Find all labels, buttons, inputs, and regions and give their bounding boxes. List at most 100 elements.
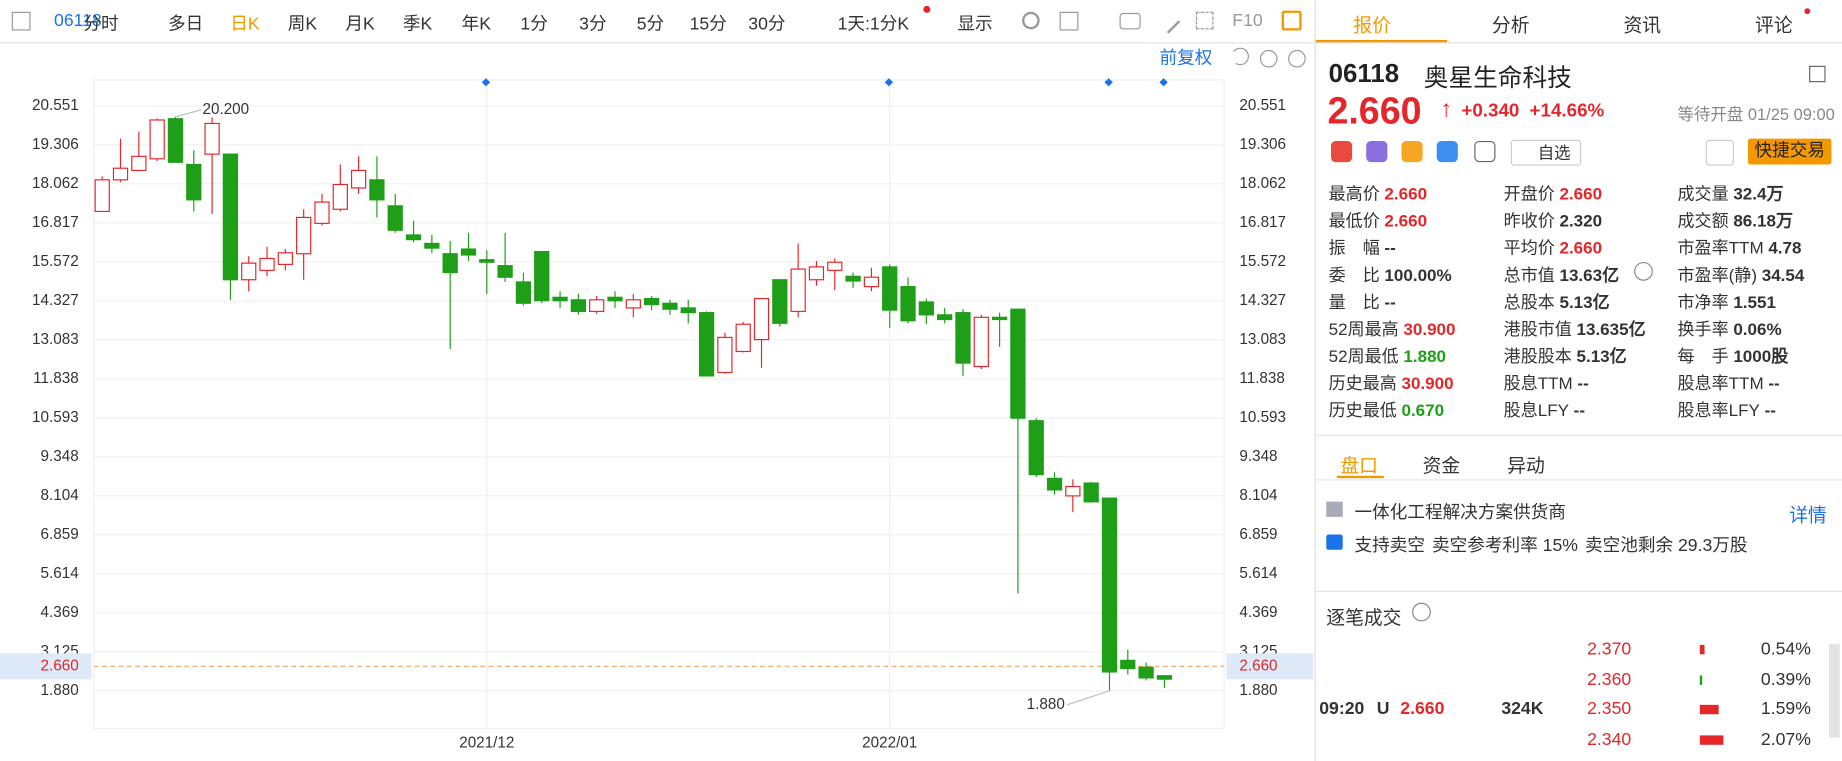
candle-body <box>772 279 788 324</box>
panel-tab[interactable]: 分析 <box>1491 16 1530 37</box>
info-icon[interactable] <box>1634 261 1653 281</box>
panel-tab[interactable]: 评论 <box>1755 16 1793 37</box>
sidebar-icon[interactable] <box>11 11 31 31</box>
y-tick-label: 13.083 <box>32 331 79 348</box>
trade-time: 09:20 <box>1319 698 1365 719</box>
stat-value: 100.00% <box>1384 266 1452 286</box>
hk-icon[interactable] <box>1330 140 1353 163</box>
period-tab[interactable]: 分时 <box>83 14 119 35</box>
level-price: 2.360 <box>1587 669 1632 689</box>
stat-label: 振 幅 <box>1328 239 1380 259</box>
stat-value: 0.670 <box>1401 401 1445 421</box>
y2-tick-label: 8.104 <box>1239 487 1278 504</box>
stat-label: 港股股本 <box>1503 347 1572 367</box>
stat-item: 成交量 32.4万 <box>1678 181 1784 206</box>
period-tab[interactable]: 多日 <box>167 14 204 35</box>
panel-toggle[interactable] <box>1281 10 1302 31</box>
y2-tick-label: 6.859 <box>1239 526 1277 543</box>
candle-body <box>350 169 367 189</box>
layout-icon[interactable] <box>1059 11 1079 31</box>
level-pct: 2.07% <box>1760 728 1811 749</box>
trade-price: 2.660 <box>1400 698 1445 719</box>
divider <box>1315 590 1842 593</box>
period-tab[interactable]: 5分 <box>636 14 665 35</box>
max-leader <box>175 109 202 118</box>
stat-label: 成交量 <box>1677 185 1729 205</box>
y2-tick-label: 18.062 <box>1239 175 1286 192</box>
alert-button[interactable] <box>1705 139 1734 166</box>
f10-button[interactable]: F10 <box>1232 10 1263 31</box>
quote-change: +0.340 <box>1461 101 1520 121</box>
sub-tab[interactable]: 资金 <box>1422 456 1461 477</box>
panel-tab[interactable]: 资讯 <box>1623 16 1662 37</box>
period-tab[interactable]: 月K <box>345 14 375 35</box>
y-tick-label: 11.838 <box>33 370 79 387</box>
menu-icon[interactable] <box>1809 65 1826 83</box>
period-tab[interactable]: 周K <box>287 14 318 35</box>
fullscreen-icon[interactable] <box>1195 11 1214 30</box>
stat-value: 1.551 <box>1733 293 1776 313</box>
tag-icon[interactable] <box>1366 140 1388 163</box>
candle-body <box>918 301 934 316</box>
y2-tick-label: 10.593 <box>1239 409 1286 426</box>
quick-trade-button[interactable]: 快捷交易 <box>1748 138 1832 165</box>
period-tab[interactable]: 3分 <box>579 14 607 35</box>
y2-tick-label: 9.348 <box>1239 448 1277 465</box>
stat-item: 52周最高 30.900 <box>1329 316 1456 341</box>
sub-tab[interactable]: 异动 <box>1507 456 1545 477</box>
stat-label: 总股本 <box>1503 293 1555 313</box>
stat-label: 股息率LFY <box>1677 401 1760 421</box>
adjust-mode[interactable]: 前复权 <box>1160 47 1213 67</box>
stat-label: 市净率 <box>1677 293 1729 313</box>
candle-body <box>1156 675 1173 680</box>
y2-tick-label: 16.817 <box>1239 214 1286 231</box>
period-tab[interactable]: 15分 <box>689 14 727 35</box>
tag-icon[interactable] <box>1401 140 1423 163</box>
y-tick-label: 20.551 <box>32 97 79 114</box>
sub-tab[interactable]: 盘口 <box>1340 456 1378 477</box>
note-icon[interactable] <box>1474 140 1496 163</box>
help-icon[interactable] <box>1412 602 1431 622</box>
candle-body <box>1083 482 1099 503</box>
watch-button[interactable]: 自选 <box>1510 139 1582 166</box>
level-pct: 0.39% <box>1760 669 1811 689</box>
tag-icon[interactable] <box>1436 140 1458 163</box>
y-tick-label: 19.306 <box>32 136 79 153</box>
stat-item: 开盘价 2.660 <box>1504 181 1602 206</box>
candle-body <box>589 299 605 312</box>
camera-icon[interactable] <box>1119 12 1141 30</box>
candle-body <box>204 122 220 155</box>
candle-body <box>863 276 880 288</box>
candle-body <box>900 286 916 322</box>
candle-body <box>808 266 825 281</box>
period-tab[interactable]: 年K <box>461 14 492 35</box>
scrollbar[interactable] <box>1829 643 1840 738</box>
period-tab[interactable]: 日K <box>230 14 260 35</box>
stat-value: 1000股 <box>1733 347 1789 367</box>
period-tab[interactable]: 1分 <box>520 14 548 35</box>
candle-body <box>277 252 293 265</box>
zoom-in[interactable] <box>1288 49 1306 68</box>
stat-value: 34.54 <box>1761 266 1805 286</box>
details-link[interactable]: 详情 <box>1789 506 1827 527</box>
period-select[interactable]: 1天:1分K <box>837 14 910 35</box>
stat-label: 最低价 <box>1328 212 1380 232</box>
settings-icon[interactable] <box>1022 11 1040 30</box>
panel-tab[interactable]: 报价 <box>1353 16 1391 37</box>
stock-code: 06118 <box>54 10 102 31</box>
reset-icon[interactable] <box>1232 47 1249 66</box>
short-text: 卖空参考利率 15% <box>1432 535 1578 556</box>
zoom-out[interactable] <box>1259 49 1278 68</box>
stat-item: 市净率 1.551 <box>1678 289 1776 314</box>
period-tab[interactable]: 季K <box>402 14 433 35</box>
y-tick-label: 6.859 <box>41 526 79 543</box>
level-price: 2.370 <box>1587 639 1632 660</box>
candle-body <box>607 296 623 302</box>
display-select[interactable]: 显示 <box>957 14 993 35</box>
candle-body <box>625 299 641 309</box>
candle-body <box>937 314 953 321</box>
quote-change-pct: +14.66% <box>1529 101 1605 121</box>
period-tab[interactable]: 30分 <box>748 14 786 35</box>
stat-value: 32.4万 <box>1733 185 1784 205</box>
